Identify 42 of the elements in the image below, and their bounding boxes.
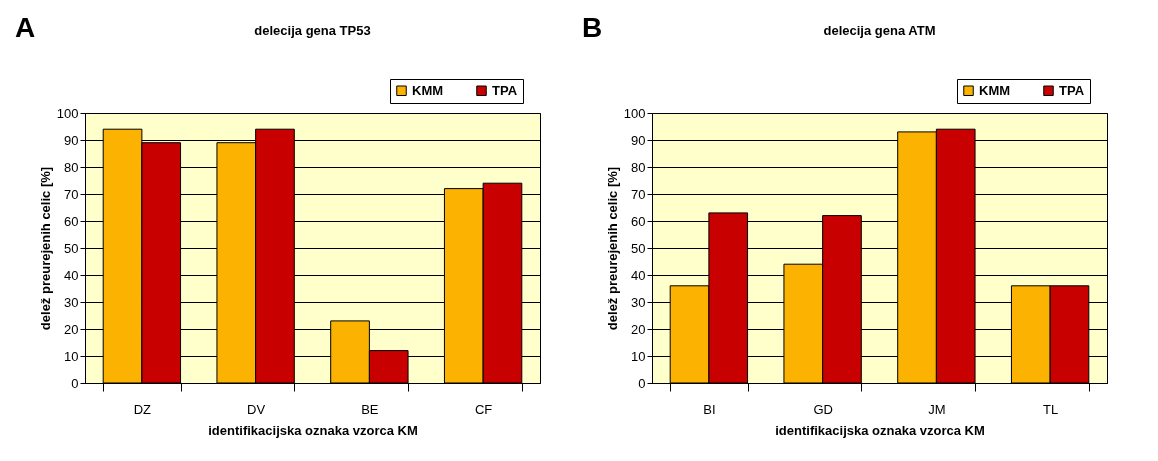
y-tick-label: 70 — [631, 186, 646, 202]
x-axis-title: identifikacijska oznaka vzorca KM — [208, 422, 418, 438]
y-tick-label: 90 — [631, 132, 646, 148]
legend-label: KMM — [979, 82, 1011, 98]
text: A — [15, 12, 36, 43]
x-tick-label: DZ — [133, 401, 152, 417]
y-tick-label: 50 — [631, 240, 646, 256]
x-tick-label: CF — [474, 401, 493, 417]
y-tick-label: 30 — [631, 294, 646, 310]
x-tick-label: TL — [1043, 401, 1059, 417]
y-axis-title: delež preurejenih celic [%] — [37, 166, 53, 331]
y-axis-title: delež preurejenih celic [%] — [604, 166, 620, 331]
legend-label: KMM — [412, 82, 444, 98]
y-tick-label: 40 — [631, 267, 646, 283]
y-tick-label: 30 — [64, 294, 79, 310]
legend-label: TPA — [1059, 82, 1085, 98]
x-axis-title: identifikacijska oznaka vzorca KM — [775, 422, 985, 438]
y-tick-label: 90 — [64, 132, 79, 148]
y-tick-label: 0 — [638, 375, 646, 391]
y-tick-label: 10 — [64, 348, 79, 364]
chart-title: delecija gena ATM — [823, 23, 936, 38]
y-tick-label: 10 — [631, 348, 646, 364]
x-tick-label: BE — [361, 401, 379, 417]
x-tick-label: GD — [813, 401, 833, 417]
y-tick-label: 70 — [64, 186, 79, 202]
y-tick-label: 60 — [64, 213, 79, 229]
text: B — [582, 12, 603, 43]
y-tick-label: 40 — [64, 267, 79, 283]
y-tick-label: 80 — [631, 159, 646, 175]
y-tick-label: 80 — [64, 159, 79, 175]
x-tick-label: BI — [703, 401, 716, 417]
x-tick-label: JM — [928, 401, 946, 417]
y-tick-label: 0 — [71, 375, 79, 391]
legend-label: TPA — [492, 82, 518, 98]
y-tick-label: 20 — [631, 321, 646, 337]
chart-title: delecija gena TP53 — [254, 23, 371, 38]
x-tick-label: DV — [247, 401, 266, 417]
y-tick-label: 100 — [56, 105, 79, 121]
y-tick-label: 60 — [631, 213, 646, 229]
y-tick-label: 50 — [64, 240, 79, 256]
y-tick-label: 100 — [623, 105, 646, 121]
y-tick-label: 20 — [64, 321, 79, 337]
